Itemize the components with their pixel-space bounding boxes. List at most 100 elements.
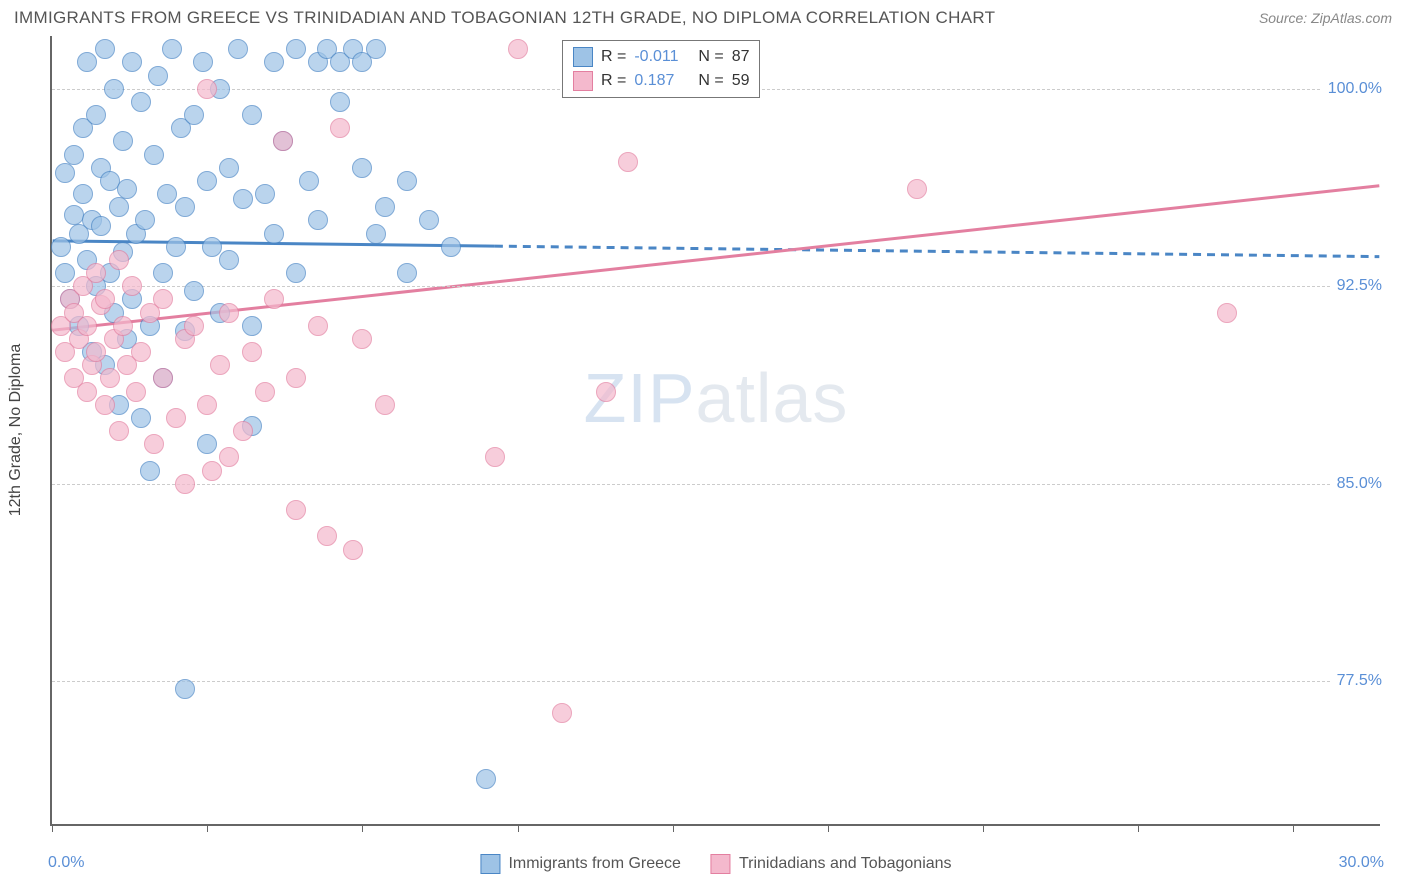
r-prefix: R = xyxy=(601,72,626,90)
y-tick-label: 77.5% xyxy=(1331,672,1382,690)
scatter-point xyxy=(317,526,337,546)
scatter-point xyxy=(153,263,173,283)
scatter-point xyxy=(91,216,111,236)
scatter-point xyxy=(219,158,239,178)
x-axis-end-label: 30.0% xyxy=(1339,854,1384,872)
scatter-point xyxy=(197,395,217,415)
scatter-point xyxy=(219,447,239,467)
scatter-point xyxy=(352,329,372,349)
x-tick xyxy=(828,824,829,832)
swatch-series-1 xyxy=(573,47,593,67)
scatter-point xyxy=(375,395,395,415)
grid-line-h xyxy=(52,681,1380,682)
scatter-point xyxy=(286,263,306,283)
scatter-point xyxy=(95,39,115,59)
scatter-point xyxy=(184,105,204,125)
legend-correlation-box: R = -0.011 N = 87 R = 0.187 N = 59 xyxy=(562,40,760,98)
swatch-series-2 xyxy=(573,71,593,91)
scatter-point xyxy=(77,382,97,402)
scatter-point xyxy=(166,408,186,428)
x-tick xyxy=(983,824,984,832)
plot-area: ZIPatlas 77.5%85.0%92.5%100.0% xyxy=(52,36,1380,824)
scatter-point xyxy=(202,237,222,257)
legend-row-series-1: R = -0.011 N = 87 xyxy=(573,45,749,69)
scatter-point xyxy=(95,395,115,415)
source-prefix: Source: xyxy=(1259,10,1307,26)
scatter-point xyxy=(104,79,124,99)
scatter-point xyxy=(308,210,328,230)
legend-label-1: Immigrants from Greece xyxy=(508,855,680,873)
scatter-point xyxy=(907,179,927,199)
source-name: ZipAtlas.com xyxy=(1311,10,1392,26)
scatter-point xyxy=(77,52,97,72)
scatter-point xyxy=(210,355,230,375)
swatch-series-2 xyxy=(711,854,731,874)
scatter-point xyxy=(51,237,71,257)
scatter-point xyxy=(113,316,133,336)
scatter-point xyxy=(352,158,372,178)
scatter-point xyxy=(197,434,217,454)
x-tick xyxy=(518,824,519,832)
scatter-point xyxy=(228,39,248,59)
x-tick xyxy=(362,824,363,832)
scatter-point xyxy=(64,145,84,165)
scatter-point xyxy=(1217,303,1237,323)
scatter-point xyxy=(131,342,151,362)
scatter-point xyxy=(273,131,293,151)
legend-bottom-item-2: Trinidadians and Tobagonians xyxy=(711,854,952,874)
scatter-point xyxy=(197,79,217,99)
scatter-point xyxy=(419,210,439,230)
source-attribution: Source: ZipAtlas.com xyxy=(1259,10,1392,26)
scatter-point xyxy=(476,769,496,789)
chart-title: IMMIGRANTS FROM GREECE VS TRINIDADIAN AN… xyxy=(14,8,995,28)
scatter-point xyxy=(100,368,120,388)
x-tick xyxy=(52,824,53,832)
scatter-point xyxy=(397,263,417,283)
scatter-point xyxy=(184,316,204,336)
watermark: ZIPatlas xyxy=(584,358,849,438)
scatter-point xyxy=(255,184,275,204)
scatter-point xyxy=(184,281,204,301)
scatter-point xyxy=(264,224,284,244)
x-axis-start-label: 0.0% xyxy=(48,854,84,872)
scatter-point xyxy=(122,52,142,72)
chart-area: 12th Grade, No Diploma ZIPatlas 77.5%85.… xyxy=(50,36,1380,826)
scatter-point xyxy=(175,474,195,494)
scatter-point xyxy=(552,703,572,723)
scatter-point xyxy=(175,197,195,217)
scatter-point xyxy=(86,105,106,125)
scatter-point xyxy=(366,39,386,59)
scatter-point xyxy=(135,210,155,230)
scatter-point xyxy=(242,342,262,362)
scatter-point xyxy=(255,382,275,402)
scatter-point xyxy=(286,39,306,59)
scatter-point xyxy=(330,92,350,112)
scatter-point xyxy=(144,145,164,165)
scatter-point xyxy=(122,276,142,296)
scatter-point xyxy=(508,39,528,59)
y-tick-label: 92.5% xyxy=(1331,277,1382,295)
scatter-point xyxy=(308,316,328,336)
scatter-point xyxy=(131,92,151,112)
y-axis-title: 12th Grade, No Diploma xyxy=(7,344,25,517)
scatter-point xyxy=(55,163,75,183)
scatter-point xyxy=(131,408,151,428)
y-tick-label: 100.0% xyxy=(1322,80,1382,98)
scatter-point xyxy=(219,303,239,323)
scatter-point xyxy=(113,131,133,151)
scatter-point xyxy=(148,66,168,86)
r-prefix: R = xyxy=(601,48,626,66)
watermark-thin: atlas xyxy=(696,359,849,437)
n-value-2: 59 xyxy=(732,72,750,90)
scatter-point xyxy=(286,368,306,388)
trend-line xyxy=(495,246,1379,257)
scatter-point xyxy=(343,540,363,560)
scatter-point xyxy=(126,382,146,402)
scatter-point xyxy=(596,382,616,402)
scatter-point xyxy=(375,197,395,217)
x-tick xyxy=(1293,824,1294,832)
scatter-point xyxy=(193,52,213,72)
scatter-point xyxy=(95,289,115,309)
scatter-point xyxy=(77,316,97,336)
legend-bottom-item-1: Immigrants from Greece xyxy=(480,854,680,874)
